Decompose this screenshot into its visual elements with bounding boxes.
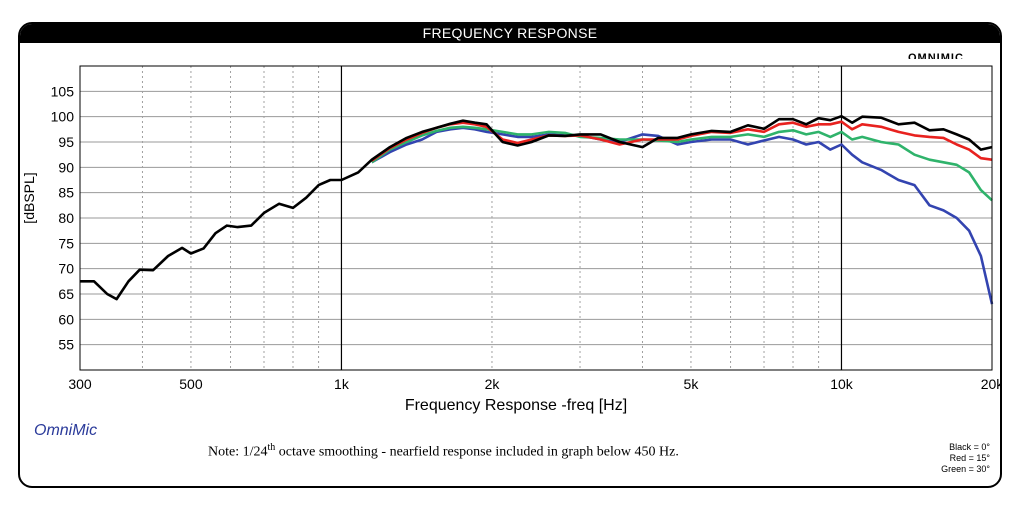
chart-frame: FREQUENCY RESPONSE OMNIMIC 55 60 65 70 75 80 8… <box>18 22 1002 488</box>
y-tick-label: 85 <box>58 185 74 201</box>
frequency-response-chart: 55 60 65 70 75 80 85 90 95 100 105 300 500 1k 2k 5k 10k 2… <box>21 65 1000 414</box>
y-tick-label: 95 <box>58 134 74 150</box>
x-axis-label: Frequency Response -freq [Hz] <box>405 397 627 414</box>
tick-labels: 55 60 65 70 75 80 85 90 95 100 105 300 500 1k 2k 5k 10k 2… <box>51 83 1000 392</box>
y-tick-label: 75 <box>58 235 74 251</box>
chart-title: FREQUENCY RESPONSE <box>422 25 598 41</box>
y-tick-label: 90 <box>58 159 74 175</box>
y-tick-label: 60 <box>58 311 74 327</box>
x-tick-label: 20k <box>981 376 1000 392</box>
y-tick-label: 55 <box>58 337 74 353</box>
omnimic-logo-mark: OMNIMIC <box>908 52 964 59</box>
note-suffix: octave smoothing - nearfield response in… <box>275 444 679 460</box>
x-tick-label: 5k <box>684 376 700 392</box>
y-axis-label: [dBSPL] <box>21 172 37 223</box>
series-lines <box>80 114 994 305</box>
legend-entry-black: Black = 0° <box>949 442 990 452</box>
x-tick-label: 500 <box>179 376 203 392</box>
grid-lines <box>80 66 993 370</box>
y-tick-label: 100 <box>51 109 75 125</box>
y-tick-label: 65 <box>58 286 74 302</box>
y-tick-label: 105 <box>51 83 75 99</box>
series-line-blue <box>371 126 994 305</box>
x-tick-label: 10k <box>830 376 854 392</box>
brand-label: OmniMic <box>34 422 98 439</box>
note-prefix: Note: 1/24 <box>208 444 268 460</box>
x-tick-label: 1k <box>334 376 350 392</box>
series-line-green <box>371 125 993 202</box>
plot-border <box>79 65 993 371</box>
y-tick-label: 70 <box>58 261 74 277</box>
legend: Black = 0° Red = 15° Green = 30° <box>941 442 990 475</box>
legend-entry-green: Green = 30° <box>941 464 990 474</box>
legend-entry-red: Red = 15° <box>949 453 990 463</box>
smoothing-note: Note: 1/24th octave smoothing - nearfiel… <box>208 442 679 461</box>
note-superscript: th <box>267 442 276 453</box>
y-tick-label: 80 <box>58 210 74 226</box>
title-bar: FREQUENCY RESPONSE <box>20 24 1000 43</box>
x-tick-label: 2k <box>485 376 501 392</box>
series-line-black <box>80 114 993 301</box>
x-tick-label: 300 <box>68 376 92 392</box>
